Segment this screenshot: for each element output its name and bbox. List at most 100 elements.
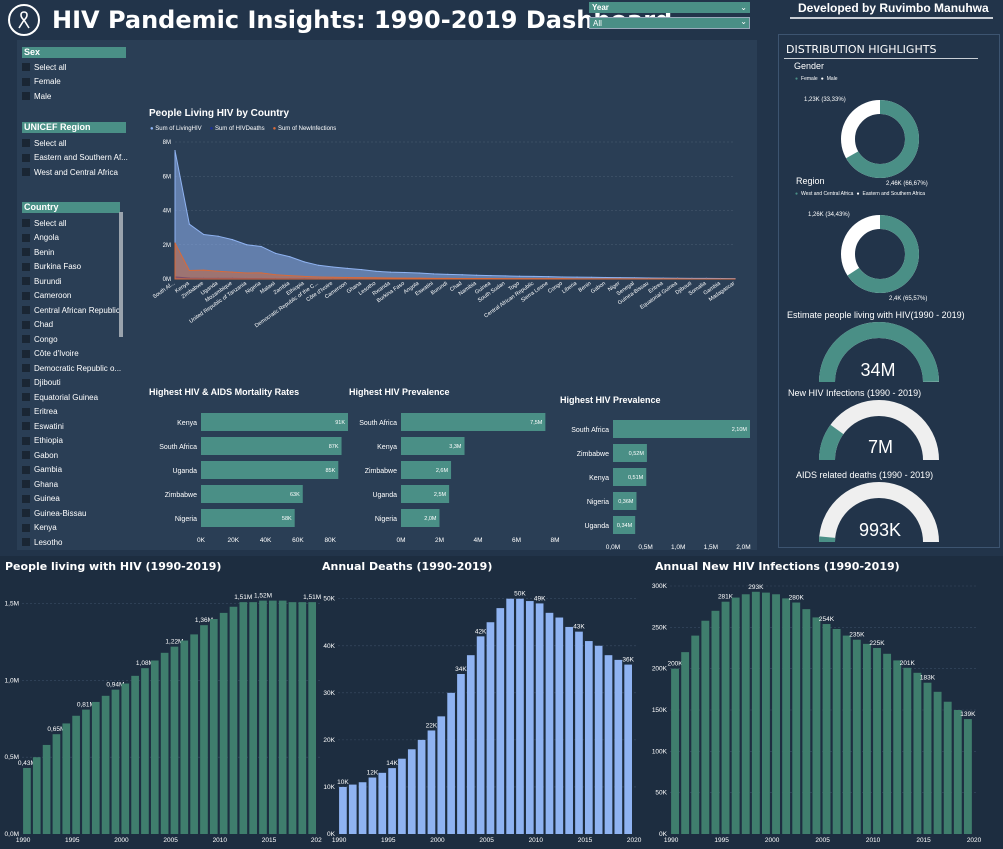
country-option[interactable]: Democratic Republic o...	[22, 361, 121, 376]
checkbox-icon[interactable]	[22, 494, 30, 503]
data-point	[605, 276, 607, 279]
bar	[671, 668, 679, 834]
country-option[interactable]: Equatorial Guinea	[22, 390, 120, 405]
country-option[interactable]: Chad	[22, 318, 120, 333]
checkbox-icon[interactable]	[22, 523, 30, 532]
region-option-label: Eastern and Southern Af...	[34, 153, 128, 163]
data-point	[174, 242, 176, 244]
donut-label: 2,4K (65,57%)	[889, 296, 928, 302]
scrollbar[interactable]	[119, 212, 123, 337]
country-option[interactable]: Ethiopia	[22, 434, 120, 449]
category-label: Uganda	[172, 468, 197, 475]
region-option[interactable]: Eastern and Southern Af...	[22, 151, 128, 166]
country-option[interactable]: Select all	[22, 216, 120, 231]
chart-title: Highest HIV Prevalence	[349, 387, 450, 397]
checkbox-icon[interactable]	[22, 436, 30, 445]
checkbox-icon[interactable]	[22, 262, 30, 271]
gauge-value: 7M	[867, 437, 893, 457]
bar	[772, 594, 780, 834]
checkbox-icon[interactable]	[22, 153, 30, 162]
country-option[interactable]: Guinea-Bissau	[22, 506, 120, 521]
checkbox-icon[interactable]	[22, 378, 30, 387]
bar	[401, 509, 440, 527]
x-tick-label: 80K	[324, 537, 336, 544]
checkbox-icon[interactable]	[22, 320, 30, 329]
sex-option[interactable]: Male	[22, 89, 126, 104]
checkbox-icon[interactable]	[22, 139, 30, 148]
checkbox-icon[interactable]	[22, 77, 30, 86]
country-option[interactable]: Eritrea	[22, 405, 120, 420]
checkbox-icon[interactable]	[22, 422, 30, 431]
checkbox-icon[interactable]	[22, 451, 30, 460]
checkbox-icon[interactable]	[22, 92, 30, 101]
ribbon-icon	[8, 4, 40, 36]
country-option[interactable]: Gambia	[22, 463, 120, 478]
x-tick-label: 2000	[765, 837, 780, 844]
country-option-label: Select all	[34, 218, 67, 228]
country-option[interactable]: Angola	[22, 231, 120, 246]
bar	[613, 468, 647, 486]
country-option[interactable]: Congo	[22, 332, 120, 347]
checkbox-icon[interactable]	[22, 393, 30, 402]
country-option[interactable]: Eswatini	[22, 419, 120, 434]
data-point	[404, 277, 406, 279]
year-slicer[interactable]: Year All ⌄ ⌄	[589, 2, 750, 29]
year-dropdown[interactable]: All	[589, 17, 750, 29]
data-label: 1,52M	[254, 593, 272, 600]
data-label: 200K	[667, 661, 683, 668]
country-option[interactable]: Cameroon	[22, 289, 120, 304]
country-option[interactable]: Burundi	[22, 274, 120, 289]
legend-label: Sum of HIVDeaths	[214, 126, 265, 132]
region-option[interactable]: Select all	[22, 136, 126, 151]
bar	[388, 768, 396, 834]
distribution-title: DISTRIBUTION HIGHLIGHTS	[786, 43, 937, 56]
chart-title: Annual Deaths (1990-2019)	[322, 560, 493, 573]
country-option[interactable]: Guinea	[22, 492, 120, 507]
data-point	[332, 266, 334, 268]
bar	[761, 592, 770, 834]
checkbox-icon[interactable]	[22, 407, 30, 416]
checkbox-icon[interactable]	[22, 277, 30, 286]
country-option[interactable]: Central African Republic	[22, 303, 120, 318]
bar	[23, 767, 31, 834]
country-option[interactable]: Kenya	[22, 521, 120, 536]
checkbox-icon[interactable]	[22, 219, 30, 228]
checkbox-icon[interactable]	[22, 168, 30, 177]
country-option[interactable]: Burkina Faso	[22, 260, 120, 275]
checkbox-icon[interactable]	[22, 306, 30, 315]
data-label: 1,36M	[195, 617, 213, 624]
legend-dot-icon: ●	[209, 126, 215, 132]
region-option-label: West and Central Africa	[34, 167, 118, 177]
country-option-label: Eritrea	[34, 407, 58, 417]
sex-option[interactable]: Female	[22, 75, 126, 90]
data-point	[346, 267, 348, 269]
checkbox-icon[interactable]	[22, 480, 30, 489]
country-option[interactable]: Benin	[22, 245, 120, 260]
country-option[interactable]: Gabon	[22, 448, 120, 463]
bar	[358, 782, 367, 834]
data-label: 0,65M	[47, 726, 65, 733]
region-option[interactable]: West and Central Africa	[22, 165, 126, 180]
x-tick-label: Liberia	[561, 280, 579, 295]
legend-dot-icon: ●	[272, 126, 278, 132]
checkbox-icon[interactable]	[22, 291, 30, 300]
bar	[782, 598, 791, 834]
country-option[interactable]: Lesotho	[22, 535, 120, 550]
country-option[interactable]: Ghana	[22, 477, 120, 492]
chart-title: People living with HIV (1990-2019)	[5, 560, 222, 573]
country-option[interactable]: Côte d'Ivoire	[22, 347, 120, 362]
checkbox-icon[interactable]	[22, 538, 30, 547]
checkbox-icon[interactable]	[22, 465, 30, 474]
y-tick-label: 0K	[327, 831, 336, 838]
legend-item: ● Sum of HIVDeaths	[210, 126, 265, 132]
checkbox-icon[interactable]	[22, 233, 30, 242]
checkbox-icon[interactable]	[22, 509, 30, 518]
checkbox-icon[interactable]	[22, 364, 30, 373]
checkbox-icon[interactable]	[22, 335, 30, 344]
checkbox-icon[interactable]	[22, 349, 30, 358]
country-option[interactable]: Djibouti	[22, 376, 120, 391]
sex-option[interactable]: Select all	[22, 60, 126, 75]
checkbox-icon[interactable]	[22, 63, 30, 72]
country-option-label: Lesotho	[34, 537, 63, 547]
checkbox-icon[interactable]	[22, 248, 30, 257]
